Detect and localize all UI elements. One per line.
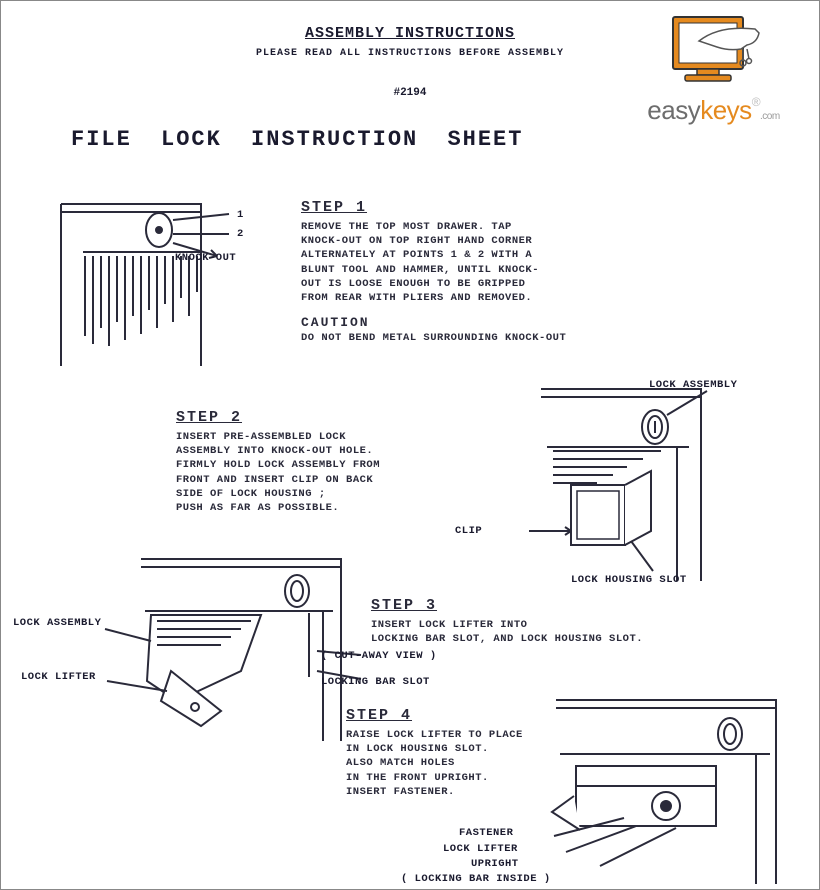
- step4-block: STEP 4 RAISE LOCK LIFTER TO PLACE IN LOC…: [346, 707, 576, 799]
- callout-lock-assembly-left: LOCK ASSEMBLY: [13, 617, 101, 629]
- step4-head: STEP 4: [346, 707, 576, 724]
- logo-keys: keys: [700, 95, 751, 125]
- step3-block: STEP 3 INSERT LOCK LIFTER INTO LOCKING B…: [371, 597, 701, 646]
- step1-caution-head: CAUTION: [301, 315, 641, 330]
- callout-lock-housing-slot: LOCK HOUSING SLOT: [571, 574, 687, 586]
- step2-head: STEP 2: [176, 409, 436, 426]
- logo-easy: easy: [647, 95, 700, 125]
- step1-body: REMOVE THE TOP MOST DRAWER. TAP KNOCK-OU…: [301, 220, 641, 305]
- callout-clip: CLIP: [455, 525, 482, 537]
- step1-head: STEP 1: [301, 199, 641, 216]
- step2-body: INSERT PRE-ASSEMBLED LOCK ASSEMBLY INTO …: [176, 430, 436, 515]
- logo-reg: ®: [752, 95, 760, 109]
- callout-lock-assembly-top: LOCK ASSEMBLY: [649, 379, 737, 391]
- monitor-hand-icon: [659, 11, 769, 91]
- callout-fastener: FASTENER: [459, 827, 513, 839]
- callout-2: 2: [237, 228, 244, 240]
- callout-locking-bar-slot: LOCKING BAR SLOT: [321, 676, 430, 688]
- callout-locking-bar-inside: ( LOCKING BAR INSIDE ): [401, 873, 551, 885]
- logo-com: .com: [760, 111, 780, 122]
- step2-diagram: [421, 381, 751, 591]
- step4-body: RAISE LOCK LIFTER TO PLACE IN LOCK HOUSI…: [346, 728, 576, 799]
- main-title: FILE LOCK INSTRUCTION SHEET: [71, 127, 819, 152]
- step1-diagram: [51, 196, 281, 376]
- step2-block: STEP 2 INSERT PRE-ASSEMBLED LOCK ASSEMBL…: [176, 409, 436, 515]
- step1-caution-body: DO NOT BEND METAL SURROUNDING KNOCK-OUT: [301, 332, 641, 344]
- step3-body: INSERT LOCK LIFTER INTO LOCKING BAR SLOT…: [371, 618, 701, 646]
- step1-block: STEP 1 REMOVE THE TOP MOST DRAWER. TAP K…: [301, 199, 641, 344]
- logo-text: easykeys®.com: [636, 95, 791, 126]
- callout-1: 1: [237, 209, 244, 221]
- step3-head: STEP 3: [371, 597, 701, 614]
- callout-lock-lifter-bottom: LOCK LIFTER: [443, 843, 518, 855]
- callout-lock-lifter-left: LOCK LIFTER: [21, 671, 96, 683]
- callout-cutaway: ( CUT-AWAY VIEW ): [321, 650, 437, 662]
- callout-upright: UPRIGHT: [471, 858, 519, 870]
- callout-knockout: KNOCK-OUT: [175, 252, 236, 264]
- easykeys-logo: easykeys®.com: [636, 11, 791, 126]
